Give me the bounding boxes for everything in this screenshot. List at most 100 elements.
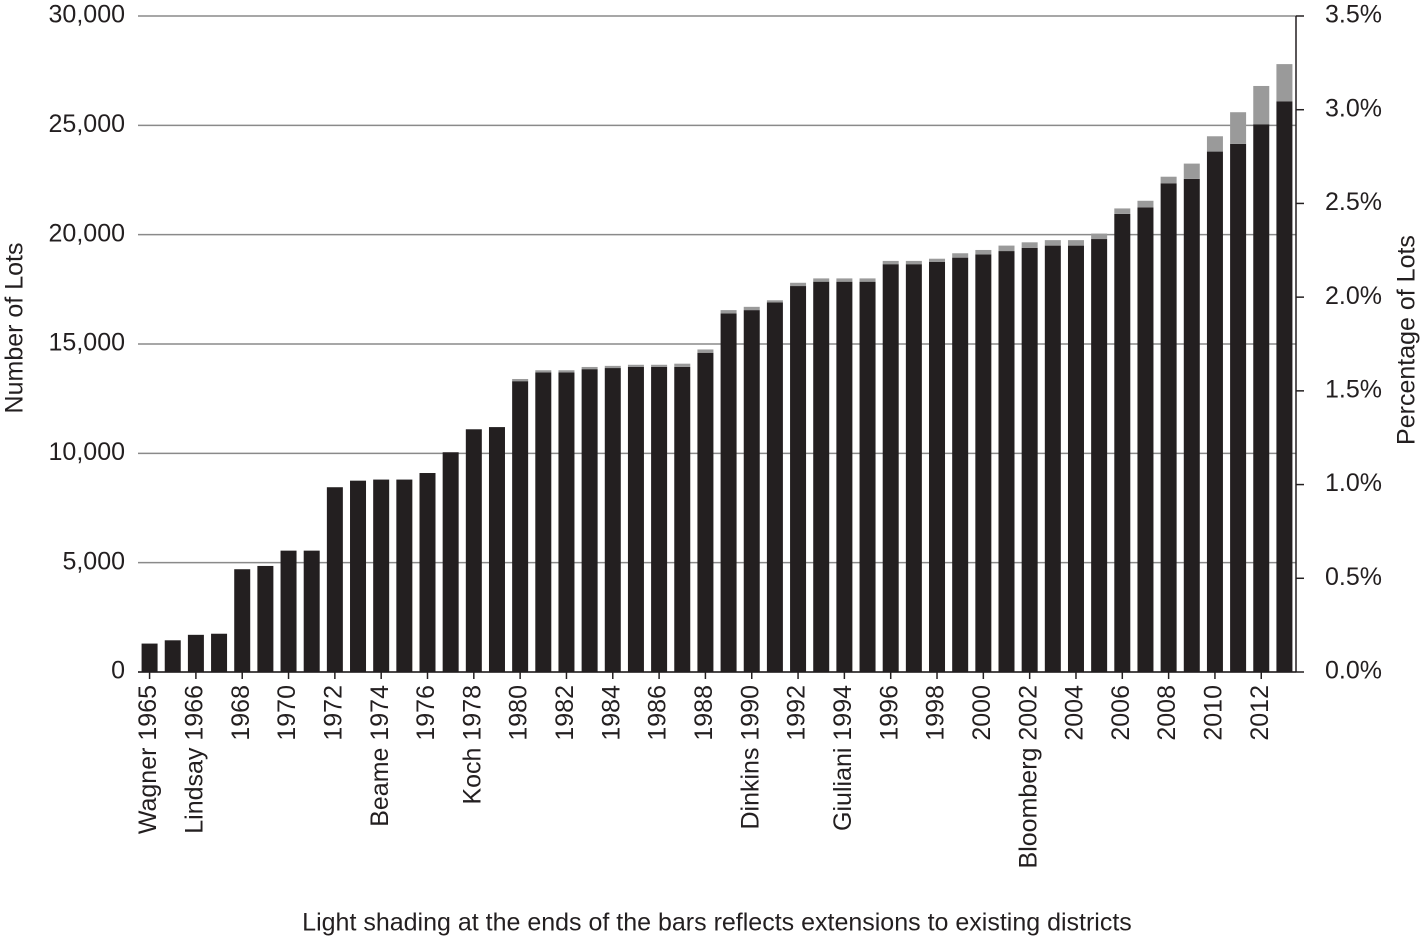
bar-segment — [1276, 64, 1293, 102]
bar-segment — [743, 310, 760, 672]
bar-segment — [998, 251, 1015, 673]
bar-segment — [1183, 178, 1200, 672]
bar-segment — [720, 310, 737, 314]
bar-segment — [211, 633, 228, 672]
bar-segment — [1160, 176, 1177, 184]
bar-segment — [697, 352, 714, 672]
bar-segment — [674, 363, 691, 367]
bar-segment — [1206, 136, 1223, 152]
x-tick-label: Beame 1974 — [366, 685, 394, 827]
y-tick-label: 5,000 — [62, 547, 125, 575]
bar-segment — [512, 378, 529, 382]
y2-tick-label: 2.5% — [1325, 188, 1382, 216]
bar-segment — [141, 643, 158, 672]
bar-segment — [1137, 207, 1154, 673]
y2-tick-label: 0.0% — [1325, 657, 1382, 685]
bar-segment — [488, 427, 505, 672]
bar-segment — [859, 278, 876, 282]
bar-segment — [929, 258, 946, 262]
x-tick-label: 2012 — [1246, 685, 1274, 741]
bar-segment — [512, 381, 529, 672]
bar-segment — [952, 257, 969, 672]
bar-segment — [975, 249, 992, 255]
y2-tick-label: 2.0% — [1325, 282, 1382, 310]
bar-segment — [697, 349, 714, 353]
x-tick-label: 1970 — [273, 685, 301, 741]
bar-segment — [1253, 85, 1270, 125]
bar-segment — [604, 368, 621, 672]
bar-segment — [1044, 240, 1061, 246]
x-tick-label: 1998 — [922, 685, 950, 741]
bar-segment — [558, 370, 575, 373]
bar-segment — [836, 281, 853, 672]
bar-segment — [535, 370, 552, 373]
bar-segment — [1276, 101, 1293, 672]
bar-segment — [1067, 240, 1084, 246]
bar-segment — [651, 366, 668, 672]
x-tick-label: 2006 — [1107, 685, 1135, 741]
bar-segment — [303, 550, 320, 672]
x-tick-label: 1972 — [319, 685, 347, 741]
x-tick-label: Giuliani 1994 — [829, 685, 857, 831]
x-tick-label: 1986 — [644, 685, 672, 741]
x-tick-label: Bloomberg 2002 — [1014, 685, 1042, 868]
bar-segment — [882, 264, 899, 672]
y2-tick-label: 3.0% — [1325, 94, 1382, 122]
x-tick-label: 1984 — [597, 685, 625, 741]
x-tick-label: 2004 — [1061, 685, 1089, 741]
bar-segment — [905, 260, 922, 265]
bar-segment — [836, 278, 853, 282]
bar-segment — [581, 369, 598, 672]
x-tick-label: 1996 — [875, 685, 903, 741]
y-tick-label: 25,000 — [49, 110, 125, 138]
bar-segment — [280, 550, 297, 672]
bar-segment — [581, 366, 598, 370]
bar-segment — [350, 480, 367, 672]
bar-segment — [535, 372, 552, 672]
bar-segment — [998, 245, 1015, 252]
bar-segment — [720, 313, 737, 672]
y-tick-label: 20,000 — [49, 219, 125, 247]
x-tick-label: 2010 — [1200, 685, 1228, 741]
bar-segment — [1091, 239, 1108, 673]
bar-segment — [882, 260, 899, 265]
y-tick-label: 0 — [111, 657, 125, 685]
bar-segment — [859, 281, 876, 672]
x-tick-label: 2008 — [1153, 685, 1181, 741]
bar-segment — [1253, 124, 1270, 673]
x-tick-label: 1976 — [412, 685, 440, 741]
y2-tick-label: 1.0% — [1325, 469, 1382, 497]
y-tick-label: 10,000 — [49, 438, 125, 466]
bar-segment — [234, 569, 251, 672]
bar-segment — [558, 372, 575, 672]
bar-segment — [1091, 233, 1108, 240]
bar-segment — [604, 365, 621, 369]
bar-segment — [627, 366, 644, 672]
bar-segment — [975, 254, 992, 672]
bar-segment — [1183, 163, 1200, 179]
y2-tick-label: 1.5% — [1325, 375, 1382, 403]
x-tick-label: Lindsay 1966 — [181, 685, 209, 834]
bar-segment — [813, 281, 830, 672]
bar-segment — [1160, 183, 1177, 672]
bar-segment — [1206, 151, 1223, 672]
y2-tick-label: 0.5% — [1325, 563, 1382, 591]
bar-segment — [396, 479, 413, 672]
bar-segment — [1137, 200, 1154, 208]
bar-segment — [257, 565, 274, 672]
bar-segment — [1230, 143, 1247, 673]
bar-segment — [766, 302, 783, 672]
x-tick-label: Wagner 1965 — [134, 685, 162, 834]
bar-segment — [187, 634, 204, 672]
bar-segment — [465, 429, 482, 672]
bar-segment — [326, 487, 343, 672]
y2-tick-label: 3.5% — [1325, 1, 1382, 29]
bar-segment — [1114, 208, 1131, 214]
bar-segment — [1021, 247, 1038, 672]
y-tick-label: 15,000 — [49, 329, 125, 357]
x-tick-label: Koch 1978 — [458, 685, 486, 805]
bar-segment — [1114, 213, 1131, 673]
bar-segment — [766, 300, 783, 303]
